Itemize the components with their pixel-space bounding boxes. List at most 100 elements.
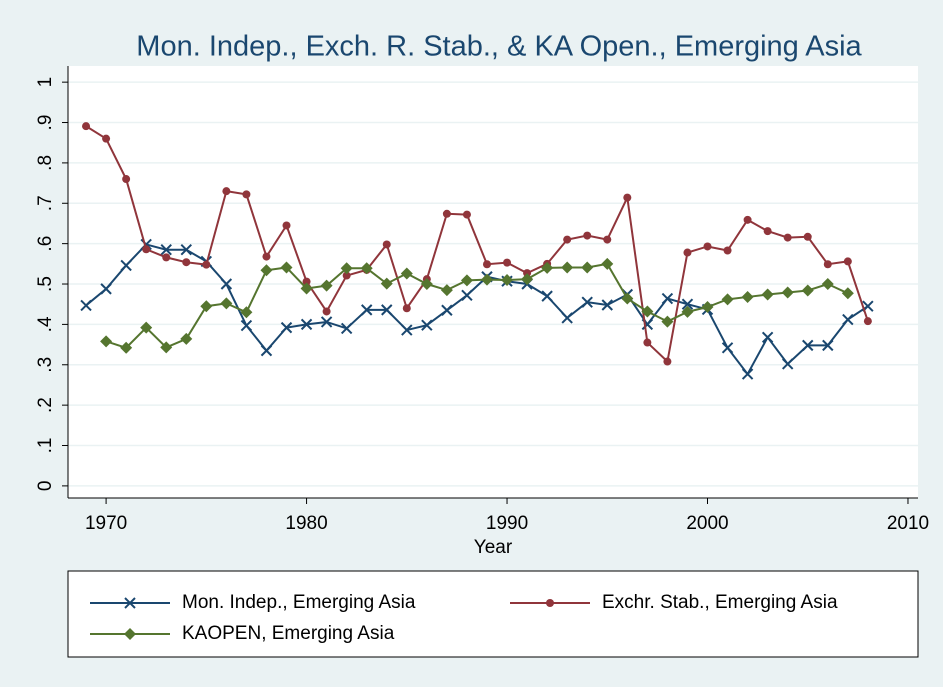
point <box>641 305 654 318</box>
point <box>761 288 774 301</box>
legend <box>67 570 919 658</box>
y-tick-label: .6 <box>35 236 56 252</box>
point <box>482 260 491 269</box>
point <box>741 368 754 380</box>
point <box>402 304 411 313</box>
point <box>162 253 171 262</box>
point <box>581 296 593 308</box>
point <box>461 289 473 302</box>
point <box>120 259 132 272</box>
legend-marker <box>124 597 136 609</box>
point <box>280 321 293 334</box>
point <box>220 297 233 310</box>
point <box>182 258 191 267</box>
x-tick-label: 1980 <box>285 513 327 534</box>
point <box>320 279 333 292</box>
point <box>340 322 353 335</box>
point <box>561 261 574 274</box>
point <box>583 231 592 240</box>
point <box>142 245 151 254</box>
point <box>222 187 231 196</box>
point <box>320 316 333 328</box>
point <box>621 292 634 305</box>
point <box>441 304 453 316</box>
point <box>661 292 674 305</box>
point <box>601 257 614 270</box>
x-tick-label: 1990 <box>486 513 528 534</box>
x-axis-label: Year <box>474 537 513 558</box>
point <box>200 300 213 313</box>
point <box>82 122 91 131</box>
point <box>322 307 331 316</box>
point <box>180 332 193 345</box>
point <box>440 284 453 297</box>
point <box>340 262 353 275</box>
point <box>382 240 391 249</box>
point <box>160 341 173 354</box>
point <box>100 283 112 295</box>
point <box>561 312 573 324</box>
x-tick-label: 2010 <box>887 513 929 534</box>
point <box>681 305 694 318</box>
point <box>280 261 293 274</box>
y-tick-label: .4 <box>35 316 56 332</box>
point <box>122 175 131 184</box>
point <box>802 339 814 352</box>
point <box>501 273 514 286</box>
point <box>663 357 672 366</box>
point <box>823 260 832 269</box>
point <box>360 304 373 316</box>
y-tick-label: .1 <box>35 438 56 454</box>
point <box>442 209 451 218</box>
point <box>863 317 872 326</box>
point <box>523 269 532 278</box>
point <box>701 301 714 314</box>
point <box>643 338 652 347</box>
point <box>400 267 413 280</box>
point <box>342 271 351 280</box>
y-tick-label: .3 <box>35 357 56 373</box>
point <box>721 342 734 354</box>
x-tick-label: 1970 <box>85 513 127 534</box>
point <box>80 299 92 312</box>
series-line <box>85 243 869 376</box>
point <box>822 339 834 352</box>
point <box>703 242 712 251</box>
point <box>242 190 251 199</box>
point <box>202 260 211 269</box>
point <box>462 210 471 219</box>
point <box>420 278 433 291</box>
point <box>262 252 271 261</box>
point <box>741 290 754 303</box>
point <box>180 243 192 256</box>
point <box>783 233 792 242</box>
point <box>723 246 732 255</box>
point <box>380 277 393 290</box>
point <box>743 215 752 224</box>
y-tick-label: .5 <box>35 276 56 292</box>
point <box>260 264 273 277</box>
x-tick-label: 2000 <box>686 513 728 534</box>
point <box>102 134 111 143</box>
point <box>541 261 554 274</box>
point <box>360 262 373 275</box>
point <box>421 319 433 331</box>
point <box>120 341 133 354</box>
point <box>681 298 694 310</box>
plot-area <box>68 66 918 498</box>
point <box>240 306 253 319</box>
point <box>260 344 273 357</box>
point <box>160 243 172 256</box>
point <box>480 273 493 286</box>
point <box>140 321 153 334</box>
point <box>721 293 734 306</box>
legend-label: Mon. Indep., Emerging Asia <box>182 592 416 613</box>
point <box>401 324 413 336</box>
point <box>841 287 854 300</box>
y-tick-label: .8 <box>35 155 56 171</box>
point <box>282 221 291 230</box>
legend-marker <box>124 628 136 640</box>
point <box>563 235 572 244</box>
point <box>761 331 774 344</box>
y-tick-label: .7 <box>35 195 56 211</box>
